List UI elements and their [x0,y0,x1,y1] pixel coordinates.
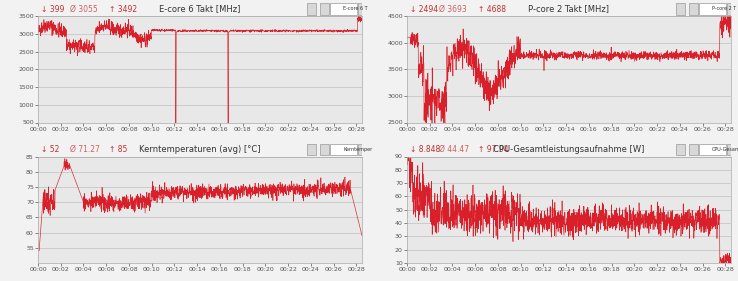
FancyBboxPatch shape [699,3,726,15]
FancyBboxPatch shape [358,3,362,15]
Text: CPU-Gesamtleistungsaufnahme [W]: CPU-Gesamtleistungsaufnahme [W] [493,145,645,154]
FancyBboxPatch shape [330,144,357,155]
Text: E-core 6 T: E-core 6 T [343,6,368,12]
Text: Kerntemperaturen (avg) [°C]: Kerntemperaturen (avg) [°C] [139,145,261,154]
FancyBboxPatch shape [727,144,731,155]
FancyBboxPatch shape [320,3,329,15]
Text: E-core 6 Takt [MHz]: E-core 6 Takt [MHz] [159,4,241,13]
Text: Ø 3055: Ø 3055 [70,4,98,13]
FancyBboxPatch shape [307,144,316,155]
FancyBboxPatch shape [699,144,726,155]
FancyBboxPatch shape [689,144,698,155]
FancyBboxPatch shape [320,144,329,155]
Text: Ø 44.47: Ø 44.47 [439,145,469,154]
FancyBboxPatch shape [727,3,731,15]
Text: P-core 2 T: P-core 2 T [712,6,737,12]
Text: P-core 2 Takt [MHz]: P-core 2 Takt [MHz] [528,4,610,13]
Text: ↑ 85: ↑ 85 [109,145,128,154]
Text: ↑ 97.94: ↑ 97.94 [478,145,509,154]
FancyBboxPatch shape [676,144,685,155]
Text: CPU-Gesamt: CPU-Gesamt [712,147,738,152]
FancyBboxPatch shape [676,3,685,15]
Text: Ø 3693: Ø 3693 [439,4,467,13]
Text: ↑ 3492: ↑ 3492 [109,4,137,13]
Text: Ø 71.27: Ø 71.27 [70,145,100,154]
Text: ↓ 52: ↓ 52 [41,145,60,154]
FancyBboxPatch shape [330,3,357,15]
Text: ↑ 4688: ↑ 4688 [478,4,506,13]
Text: ↓ 399: ↓ 399 [41,4,65,13]
Text: ↓ 8.848: ↓ 8.848 [410,145,441,154]
Text: ↓ 2494: ↓ 2494 [410,4,438,13]
FancyBboxPatch shape [689,3,698,15]
FancyBboxPatch shape [307,3,316,15]
Text: Kerntemper: Kerntemper [343,147,373,152]
FancyBboxPatch shape [358,144,362,155]
